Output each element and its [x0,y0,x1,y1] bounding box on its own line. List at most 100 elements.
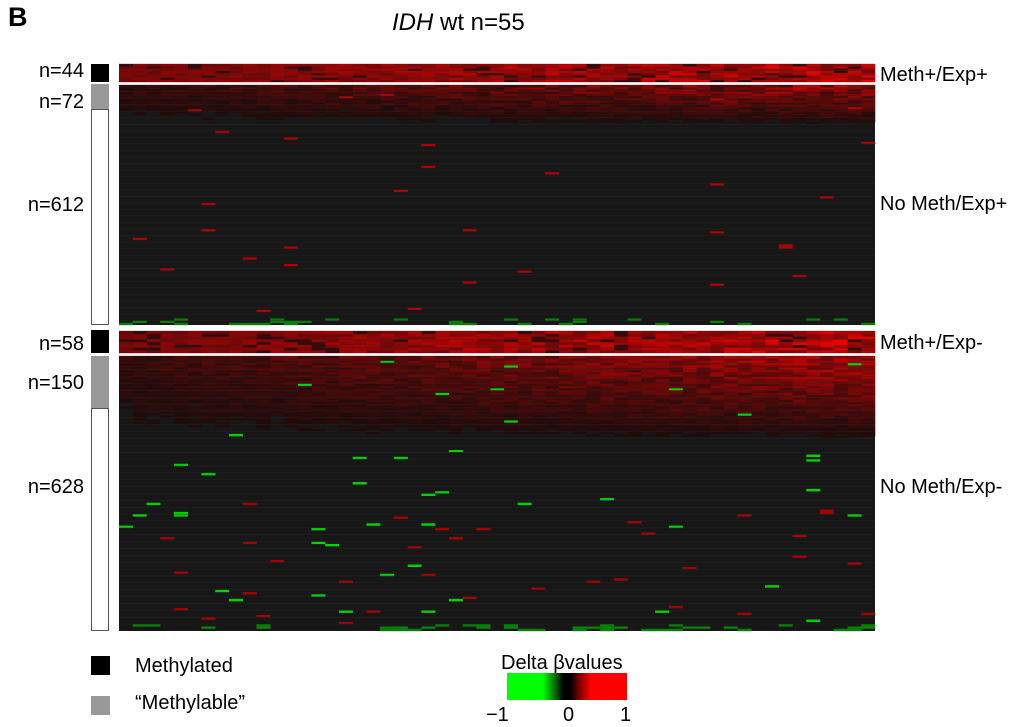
heatmap-cell [283,394,298,398]
heatmap-cell [778,342,793,345]
heatmap-cell [407,429,422,432]
heatmap-cell [847,406,862,409]
heatmap-cell [531,383,546,386]
heatmap-cell [531,413,546,416]
heatmap-cell [132,85,147,88]
heatmap-cell [462,77,477,80]
heatmap-cell [270,117,285,121]
heatmap-cell [765,422,780,425]
heatmap-cell [751,406,766,409]
heatmap-cell [586,106,601,110]
heatmap-cell [421,73,436,76]
heatmap-cell [490,365,505,368]
heatmap-cell [820,68,835,71]
heatmap-cell [586,331,601,334]
heatmap-cell [586,420,601,423]
heatmap-cell [256,401,271,405]
heatmap-cell [215,385,230,389]
heatmap-cell [270,70,285,74]
heatmap-cell [558,344,573,348]
heatmap-cell [242,388,257,391]
heatmap-cell [682,115,697,118]
heatmap-cell [187,113,202,116]
heatmap-cell [242,541,257,545]
heatmap-cell [352,401,367,405]
heatmap-cell [586,369,601,373]
heatmap-cell [476,360,491,364]
heatmap-cell [655,401,670,405]
heatmap-cell [297,336,312,340]
heatmap-cell [558,411,573,414]
heatmap-cell [806,388,821,391]
heatmap-cell [723,365,738,368]
heatmap-cell [586,347,601,351]
heatmap-cell [641,73,656,76]
heatmap-cell [600,104,615,108]
heatmap-cell [792,100,807,103]
heatmap-cell [215,392,230,396]
heatmap-cell [448,331,463,334]
heatmap-cell [201,417,216,421]
heatmap-cell [201,626,216,629]
heatmap-cell [215,98,230,101]
heatmap-cell [792,119,807,123]
heatmap-cell [710,64,725,67]
heatmap-cell [448,406,463,409]
heatmap-cell [833,378,848,382]
heatmap-cell [490,113,505,116]
heatmap-cell [132,70,147,74]
heatmap-cell [737,119,752,123]
heatmap-cell [146,369,161,373]
heatmap-cell [847,420,862,423]
heatmap-cell [503,66,518,69]
heatmap-cell [710,119,725,123]
heatmap-cell [421,68,436,71]
heatmap-cell [160,109,175,112]
heatmap-cell [600,73,615,76]
heatmap-cell [531,89,546,92]
heatmap-cell [765,367,780,370]
heatmap-cell [613,429,628,432]
heatmap-cell [407,91,422,94]
heatmap-cell [682,73,697,76]
heatmap-cell [847,91,862,94]
heatmap-cell [710,183,725,186]
heatmap-cell [751,378,766,382]
heatmap-cell [861,98,876,101]
heatmap-cell [173,64,188,67]
heatmap-cell [228,336,243,340]
heatmap-cell [407,89,422,92]
heatmap-cell [792,68,807,71]
heatmap-cell [765,427,780,430]
heatmap-cell [778,246,793,249]
heatmap-cell [476,626,491,629]
heatmap-cell [132,415,147,419]
heatmap-cell [160,333,175,337]
heatmap-cell [847,514,862,517]
heatmap-cell [586,117,601,121]
heatmap-cell [393,408,408,412]
heatmap-cell [737,75,752,78]
heatmap-cell [861,404,876,407]
heatmap-cell [407,388,422,391]
heatmap-cell [751,79,766,83]
heatmap-cell [627,91,642,94]
heatmap-cell [627,115,642,118]
heatmap-cell [682,100,697,103]
heatmap-cell [311,413,326,416]
heatmap-cell [655,104,670,108]
heatmap-cell [448,75,463,78]
heatmap-cell [215,339,230,343]
heatmap-cell [806,336,821,340]
heatmap-cell [476,68,491,71]
heatmap-cell [393,411,408,414]
heatmap-cell [146,394,161,398]
heatmap-cell [723,411,738,414]
heatmap-cell [517,404,532,407]
heatmap-cell [201,376,216,380]
heatmap-cell [710,66,725,69]
heatmap-cell [778,376,793,380]
heatmap-cell [132,378,147,382]
heatmap-cell [737,79,752,83]
heatmap-cell [765,70,780,74]
